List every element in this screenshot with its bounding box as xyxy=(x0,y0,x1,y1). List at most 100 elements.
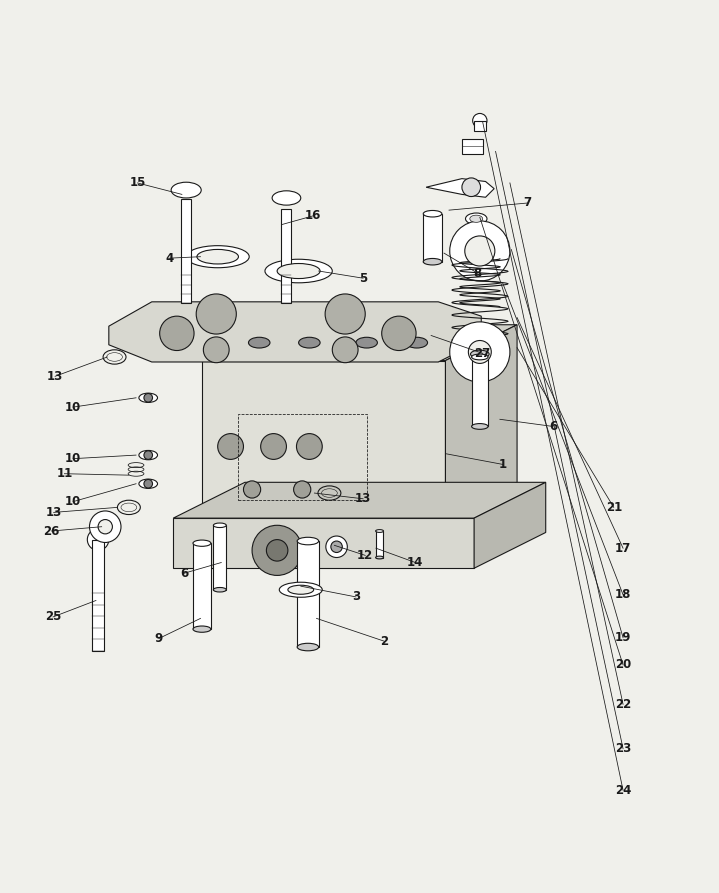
Ellipse shape xyxy=(249,338,270,348)
Circle shape xyxy=(472,113,487,128)
Circle shape xyxy=(450,321,510,382)
Text: 10: 10 xyxy=(65,401,81,413)
Text: 26: 26 xyxy=(43,524,60,538)
Circle shape xyxy=(326,536,347,557)
Text: 7: 7 xyxy=(523,196,532,210)
Ellipse shape xyxy=(375,530,383,532)
Text: 10: 10 xyxy=(65,452,81,465)
Text: 25: 25 xyxy=(45,611,61,623)
Bar xyxy=(281,209,291,304)
Ellipse shape xyxy=(423,211,442,217)
Bar xyxy=(472,357,488,427)
Circle shape xyxy=(160,316,194,351)
Circle shape xyxy=(293,480,311,498)
Ellipse shape xyxy=(470,215,482,222)
Circle shape xyxy=(464,236,495,266)
Ellipse shape xyxy=(297,538,319,545)
Text: 11: 11 xyxy=(56,467,73,480)
Polygon shape xyxy=(109,302,481,362)
Ellipse shape xyxy=(375,556,383,559)
Text: 6: 6 xyxy=(180,567,188,580)
Polygon shape xyxy=(426,179,494,197)
Circle shape xyxy=(244,480,261,498)
Bar xyxy=(238,414,367,500)
Polygon shape xyxy=(173,482,546,518)
Text: 2: 2 xyxy=(380,635,389,647)
Polygon shape xyxy=(202,361,446,518)
Ellipse shape xyxy=(265,259,332,283)
Polygon shape xyxy=(446,325,517,518)
Ellipse shape xyxy=(279,582,322,597)
Ellipse shape xyxy=(272,191,301,205)
Circle shape xyxy=(382,316,416,351)
Circle shape xyxy=(196,294,237,334)
Ellipse shape xyxy=(406,338,428,348)
Ellipse shape xyxy=(277,263,320,279)
Circle shape xyxy=(87,529,109,550)
Text: 18: 18 xyxy=(615,588,631,601)
Text: 17: 17 xyxy=(615,542,631,555)
Text: 15: 15 xyxy=(129,177,146,189)
Polygon shape xyxy=(474,482,546,568)
Text: 13: 13 xyxy=(45,506,62,519)
Circle shape xyxy=(332,337,358,363)
Text: 9: 9 xyxy=(155,632,163,645)
Text: 24: 24 xyxy=(615,784,631,797)
Circle shape xyxy=(203,337,229,363)
Ellipse shape xyxy=(470,350,489,358)
Text: 13: 13 xyxy=(47,370,63,383)
Text: 20: 20 xyxy=(615,658,631,672)
Circle shape xyxy=(98,520,112,534)
Ellipse shape xyxy=(472,355,488,360)
Text: 19: 19 xyxy=(615,631,631,644)
Circle shape xyxy=(450,221,510,281)
Text: 8: 8 xyxy=(474,267,482,280)
Circle shape xyxy=(252,525,302,575)
Circle shape xyxy=(144,451,152,459)
Circle shape xyxy=(144,394,152,402)
Text: 16: 16 xyxy=(305,209,321,222)
Text: 23: 23 xyxy=(615,742,631,755)
Text: 21: 21 xyxy=(605,501,622,513)
Bar xyxy=(92,539,104,651)
Ellipse shape xyxy=(171,182,201,198)
Polygon shape xyxy=(202,325,517,361)
Text: 13: 13 xyxy=(355,492,371,505)
Ellipse shape xyxy=(288,585,313,594)
Bar xyxy=(462,138,483,154)
Polygon shape xyxy=(173,518,474,568)
Text: 3: 3 xyxy=(352,590,360,604)
Text: 5: 5 xyxy=(359,271,367,285)
Bar xyxy=(214,525,226,589)
Circle shape xyxy=(325,294,365,334)
Bar xyxy=(297,541,319,647)
Circle shape xyxy=(144,480,152,488)
Bar xyxy=(193,543,211,630)
Circle shape xyxy=(296,434,322,459)
Ellipse shape xyxy=(197,249,239,264)
Ellipse shape xyxy=(214,523,226,528)
Ellipse shape xyxy=(139,450,157,460)
Ellipse shape xyxy=(193,540,211,547)
Text: 6: 6 xyxy=(549,420,557,433)
Ellipse shape xyxy=(298,338,320,348)
Circle shape xyxy=(462,178,480,196)
Ellipse shape xyxy=(423,258,442,265)
Text: 14: 14 xyxy=(407,556,423,569)
Bar xyxy=(181,199,191,304)
Circle shape xyxy=(267,539,288,561)
Circle shape xyxy=(89,511,121,542)
Ellipse shape xyxy=(139,393,157,403)
Text: 22: 22 xyxy=(615,697,631,711)
Ellipse shape xyxy=(472,423,488,430)
Ellipse shape xyxy=(186,246,249,268)
Ellipse shape xyxy=(297,643,319,651)
Circle shape xyxy=(468,340,491,363)
Text: 12: 12 xyxy=(357,549,373,562)
Circle shape xyxy=(261,434,286,459)
Bar xyxy=(423,213,442,262)
Ellipse shape xyxy=(356,338,377,348)
Bar xyxy=(474,121,485,131)
Circle shape xyxy=(331,541,342,553)
Circle shape xyxy=(218,434,244,459)
